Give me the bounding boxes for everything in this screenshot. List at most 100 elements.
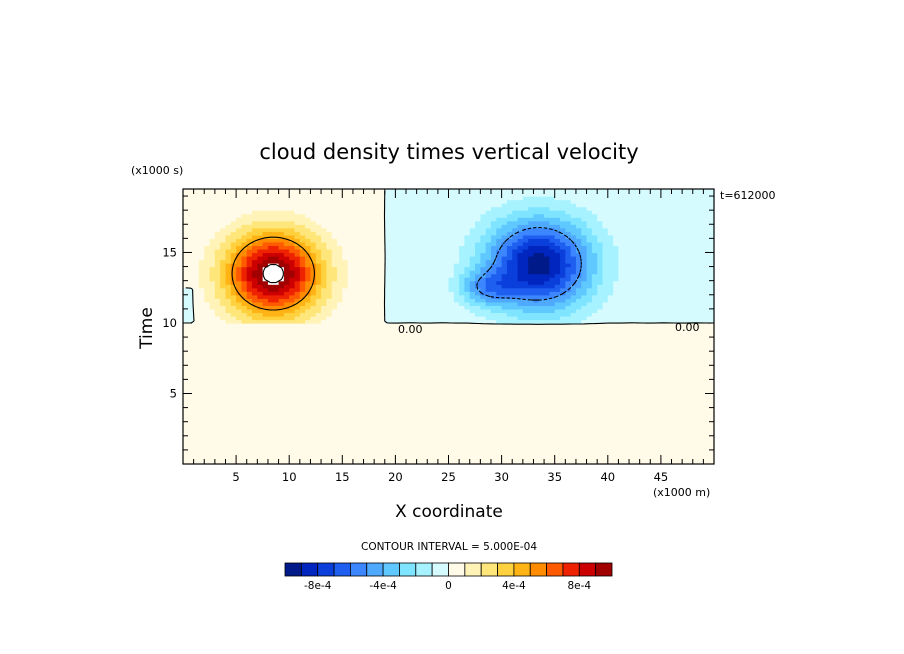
heatmap-cell: [384, 404, 391, 409]
heatmap-cell: [644, 358, 651, 363]
heatmap-cell: [214, 365, 221, 370]
heatmap-cell: [565, 308, 572, 313]
heatmap-cell: [703, 337, 710, 342]
heatmap-cell: [560, 379, 566, 384]
heatmap-cell: [390, 418, 396, 423]
heatmap-cell: [310, 312, 317, 317]
heatmap-cell: [512, 442, 519, 447]
heatmap-cell: [411, 312, 418, 317]
heatmap-cell: [475, 421, 481, 426]
heatmap-cell: [204, 301, 211, 306]
heatmap-cell: [560, 312, 566, 317]
heatmap-cell: [379, 358, 386, 363]
heatmap-cell: [262, 428, 269, 433]
heatmap-cell: [299, 442, 306, 447]
heatmap-cell: [283, 439, 290, 444]
heatmap-cell: [315, 418, 322, 423]
heatmap-cell: [687, 322, 694, 328]
heatmap-cell: [342, 418, 349, 423]
heatmap-cell: [650, 351, 657, 356]
heatmap-cell: [459, 425, 466, 430]
heatmap-cell: [655, 439, 662, 444]
heatmap-cell: [575, 456, 582, 462]
heatmap-cell: [427, 425, 434, 430]
heatmap-cell: [262, 446, 269, 451]
heatmap-cell: [427, 379, 434, 384]
heatmap-cell: [565, 291, 572, 296]
heatmap-cell: [538, 411, 545, 416]
heatmap-cell: [496, 365, 503, 370]
heatmap-cell: [512, 389, 519, 395]
heatmap-cell: [209, 361, 216, 366]
heatmap-cell: [698, 337, 704, 342]
heatmap-cell: [544, 375, 550, 380]
heatmap-cell: [299, 354, 306, 359]
heatmap-cell: [379, 326, 386, 331]
heatmap-cell: [475, 407, 481, 412]
heatmap-cell: [390, 308, 396, 313]
heatmap-cell: [570, 330, 577, 335]
heatmap-cell: [655, 361, 662, 366]
heatmap-cell: [225, 389, 232, 395]
heatmap-cell: [629, 404, 635, 409]
heatmap-cell: [528, 312, 535, 317]
heatmap-cell: [384, 305, 391, 310]
heatmap-cell: [618, 361, 625, 366]
heatmap-cell: [342, 400, 349, 405]
heatmap-cell: [698, 442, 704, 447]
heatmap-cell: [655, 456, 662, 462]
heatmap-cell: [246, 386, 253, 391]
heatmap-cell: [331, 425, 338, 430]
heatmap-cell: [427, 361, 434, 366]
heatmap-cell: [607, 449, 614, 455]
heatmap-cell: [639, 386, 646, 391]
heatmap-cell: [305, 414, 312, 419]
heatmap-cell: [230, 287, 237, 292]
heatmap-cell: [374, 389, 381, 395]
heatmap-cell: [682, 428, 689, 433]
heatmap-cell: [586, 319, 593, 324]
heatmap-cell: [453, 312, 460, 317]
heatmap-cell: [575, 379, 582, 384]
heatmap-cell: [299, 414, 306, 419]
heatmap-cell: [406, 449, 412, 455]
heatmap-cell: [698, 428, 704, 433]
heatmap-cell: [517, 315, 524, 321]
heatmap-cell: [236, 400, 243, 405]
heatmap-cell: [512, 446, 519, 451]
heatmap-cell: [262, 287, 269, 292]
heatmap-cell: [368, 344, 375, 349]
heatmap-cell: [390, 442, 396, 447]
heatmap-cell: [427, 351, 434, 356]
heatmap-cell: [544, 322, 550, 328]
heatmap-cell: [230, 418, 237, 423]
heatmap-cell: [655, 414, 662, 419]
heatmap-cell: [475, 305, 481, 310]
heatmap-cell: [570, 326, 577, 331]
heatmap-cell: [671, 432, 678, 437]
heatmap-cell: [644, 393, 651, 398]
heatmap-cell: [246, 294, 253, 299]
heatmap-cell: [326, 287, 333, 292]
heatmap-cell: [597, 393, 604, 398]
heatmap-cell: [453, 291, 460, 296]
heatmap-cell: [230, 347, 237, 352]
heatmap-cell: [241, 439, 248, 444]
heatmap-cell: [708, 425, 715, 430]
heatmap-cell: [421, 456, 428, 462]
heatmap-cell: [490, 432, 497, 437]
heatmap-cell: [384, 351, 391, 356]
heatmap-cell: [485, 400, 492, 405]
heatmap-cell: [506, 400, 513, 405]
heatmap-cell: [432, 382, 439, 388]
heatmap-cell: [267, 425, 274, 430]
heatmap-cell: [352, 298, 359, 303]
heatmap-cell: [331, 460, 338, 465]
heatmap-cell: [384, 421, 391, 426]
heatmap-cell: [586, 291, 593, 296]
heatmap-cell: [411, 414, 418, 419]
heatmap-cell: [310, 326, 317, 331]
heatmap-cell: [575, 344, 582, 349]
heatmap-cell: [512, 294, 519, 299]
heatmap-cell: [533, 337, 540, 342]
